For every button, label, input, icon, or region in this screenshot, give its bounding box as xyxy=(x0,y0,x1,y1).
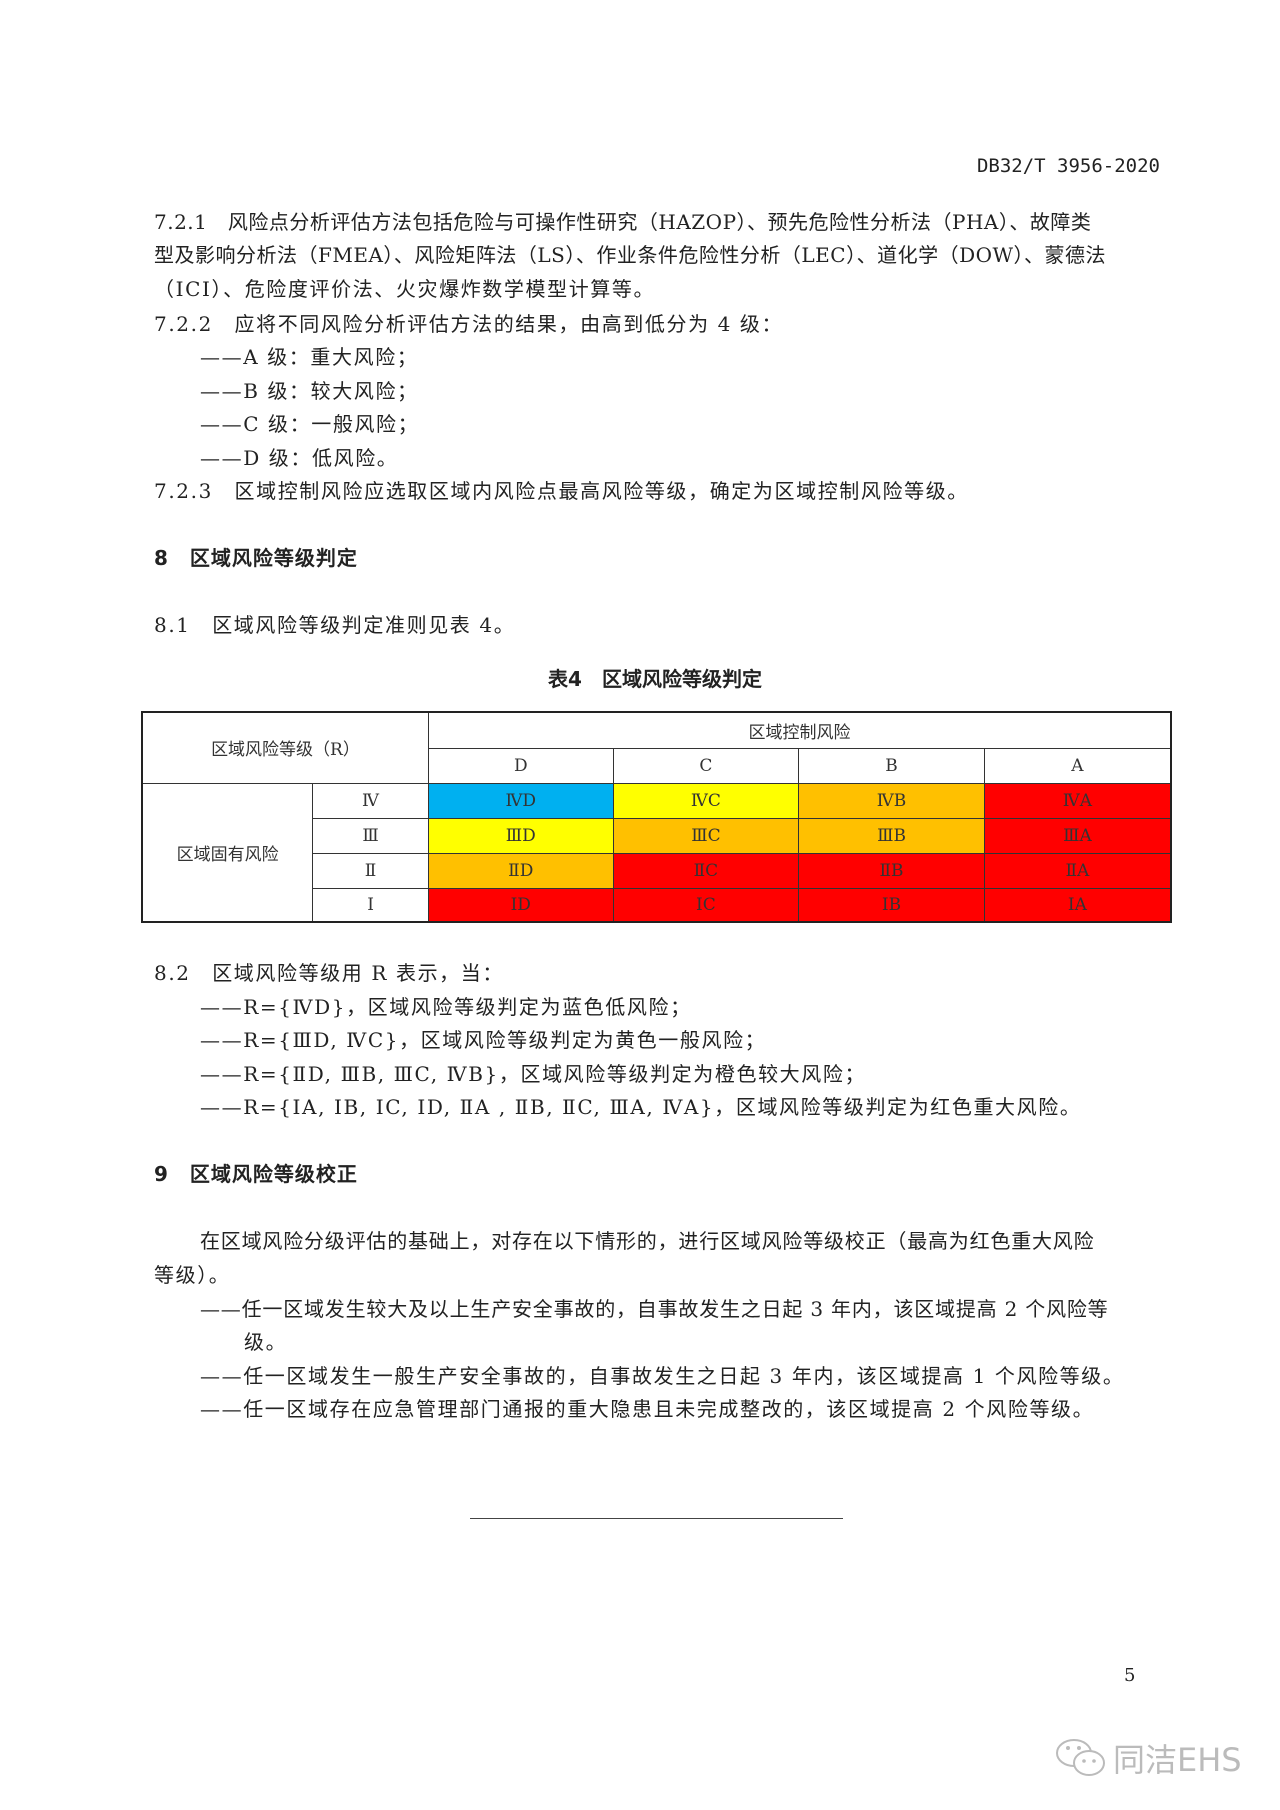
row-header: Ⅲ xyxy=(312,817,429,854)
list-item: ——任一区域存在应急管理部门通报的重大隐患且未完成整改的，该区域提高 2 个风险… xyxy=(200,1397,1095,1421)
clause-7-2-2: 7.2.2 应将不同风险分析评估方法的结果，由高到低分为 4 级： xyxy=(154,312,784,336)
column-header: B xyxy=(798,747,985,784)
table-corner-header: 区域风险等级（R） xyxy=(141,711,429,784)
risk-cell: ⅢA xyxy=(983,817,1172,854)
row-header: Ⅳ xyxy=(312,782,429,819)
risk-cell: ⅡC xyxy=(612,852,800,889)
list-item: ——任一区域发生一般生产安全事故的，自事故发生之日起 3 年内，该区域提高 1 … xyxy=(200,1364,1125,1388)
list-item: ——D 级：低风险。 xyxy=(200,446,399,470)
section-8-heading: 8 区域风险等级判定 xyxy=(154,546,358,570)
risk-level-table: 区域风险等级（R） 区域控制风险 D C B A 区域固有风险 Ⅳ ⅣD ⅣC ⅣB ⅣA… xyxy=(141,711,1172,923)
list-item: ——A 级：重大风险； xyxy=(200,345,419,369)
column-header: C xyxy=(612,747,800,784)
clause-7-2-3: 7.2.3 区域控制风险应选取区域内风险点最高风险等级，确定为区域控制风险等级。 xyxy=(154,479,969,503)
list-item: ——R={ⅡD, ⅢB, ⅢC, ⅣB}，区域风险等级判定为橙色较大风险； xyxy=(200,1062,867,1086)
list-item: ——C 级：一般风险； xyxy=(200,412,420,436)
column-group-header: 区域控制风险 xyxy=(427,711,1172,749)
risk-cell: ⅢC xyxy=(612,817,800,854)
clause-7-2-1-line: 型及影响分析法（FMEA）、风险矩阵法（LS）、作业条件危险性分析（LEC）、道… xyxy=(154,243,1107,267)
clause-7-2-1-line: （ICI）、危险度评价法、火灾爆炸数学模型计算等。 xyxy=(154,277,656,301)
risk-cell: ⅣA xyxy=(983,782,1172,819)
risk-cell: ⅡA xyxy=(983,852,1172,889)
risk-cell: ⅣD xyxy=(427,782,614,819)
table-row: Ⅰ ⅠD ⅠC ⅠB ⅠA xyxy=(142,887,1172,923)
risk-cell: ⅣB xyxy=(798,782,985,819)
list-item: ——任一区域发生较大及以上生产安全事故的，自事故发生之日起 3 年内，该区域提高… xyxy=(200,1297,1109,1321)
page-number: 5 xyxy=(1124,1665,1136,1686)
row-group-header: 区域固有风险 xyxy=(141,782,314,923)
wechat-icon xyxy=(1056,1739,1105,1776)
row-header: Ⅱ xyxy=(312,852,429,889)
risk-cell: ⅠB xyxy=(798,887,985,923)
table-title: 表4 区域风险等级判定 xyxy=(548,667,762,691)
watermark-text: 同洁EHS xyxy=(1113,1741,1242,1779)
list-item: ——R={ⅣD}，区域风险等级判定为蓝色低风险； xyxy=(200,995,692,1019)
row-header: Ⅰ xyxy=(312,887,429,923)
risk-cell: ⅠD xyxy=(427,887,614,923)
clause-8-1: 8.1 区域风险等级判定准则见表 4。 xyxy=(154,613,516,637)
table-row: 区域固有风险 Ⅳ ⅣD ⅣC ⅣB ⅣA xyxy=(141,782,1172,923)
list-item: ——R={ⅢD, ⅣC}，区域风险等级判定为黄色一般风险； xyxy=(200,1028,767,1052)
risk-cell: ⅣC xyxy=(612,782,800,819)
risk-cell: ⅡB xyxy=(798,852,985,889)
paragraph-line: 等级）。 xyxy=(154,1263,231,1287)
column-header: D xyxy=(427,747,614,784)
clause-7-2-1-line: 7.2.1 风险点分析评估方法包括危险与可操作性研究（HAZOP）、预先危险性分… xyxy=(154,210,1092,234)
risk-cell: ⅢB xyxy=(798,817,985,854)
clause-8-2: 8.2 区域风险等级用 R 表示，当： xyxy=(154,961,504,985)
risk-cell: ⅠA xyxy=(983,887,1172,923)
list-item: ——R={ⅠA, ⅠB, ⅠC, ⅠD, ⅡA , ⅡB, ⅡC, ⅢA, ⅣA… xyxy=(200,1095,1082,1119)
watermark-logo: 同洁EHS xyxy=(1055,1735,1242,1781)
risk-cell: ⅡD xyxy=(427,852,614,889)
paragraph-line: 在区域风险分级评估的基础上，对存在以下情形的，进行区域风险等级校正（最高为红色重… xyxy=(200,1229,1095,1253)
risk-cell: ⅢD xyxy=(427,817,614,854)
document-id: DB32/T 3956-2020 xyxy=(976,155,1160,177)
table-row: Ⅲ ⅢD ⅢC ⅢB ⅢA xyxy=(142,817,1172,854)
list-item: ——B 级：较大风险； xyxy=(200,379,419,403)
column-header: A xyxy=(983,747,1172,784)
risk-cell: ⅠC xyxy=(612,887,800,923)
end-rule xyxy=(470,1518,843,1519)
section-9-heading: 9 区域风险等级校正 xyxy=(154,1162,358,1186)
list-item-continuation: 级。 xyxy=(244,1330,288,1354)
